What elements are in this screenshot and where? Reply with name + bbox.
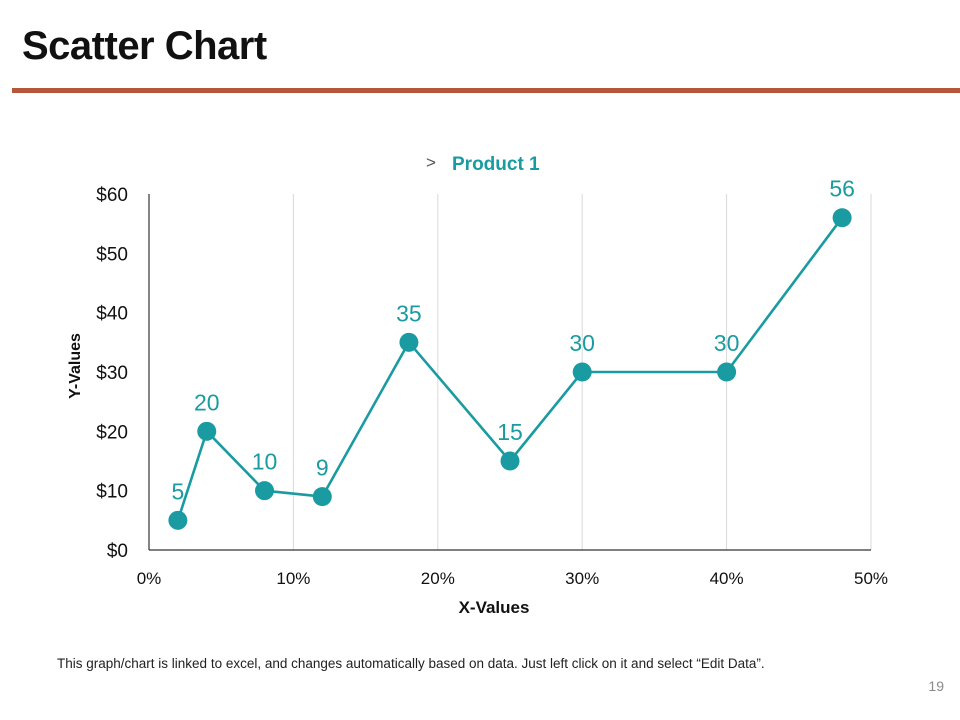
axis-titles: X-Values Y-Values xyxy=(67,333,529,617)
y-tick-label: $50 xyxy=(96,244,128,265)
data-label: 30 xyxy=(569,330,595,356)
data-point[interactable] xyxy=(832,208,852,228)
x-tick-label: 50% xyxy=(854,569,888,588)
y-axis-title: Y-Values xyxy=(67,333,84,399)
data-point[interactable] xyxy=(312,487,332,507)
data-point[interactable] xyxy=(572,362,592,382)
y-tick-label: $0 xyxy=(107,541,128,562)
series-line-layer xyxy=(176,216,844,521)
x-tick-label: 20% xyxy=(421,569,455,588)
page-number: 19 xyxy=(928,678,944,694)
x-axis-title: X-Values xyxy=(459,598,530,617)
data-label: 30 xyxy=(714,330,740,356)
y-tick-label: $30 xyxy=(96,363,128,384)
y-tick-label: $60 xyxy=(96,185,128,206)
series-line-product-1 xyxy=(176,216,844,521)
data-point[interactable] xyxy=(399,332,419,352)
data-point[interactable] xyxy=(500,451,520,471)
tick-labels: $0 $10 $20 $30 $40 $50 $60 0% 10% 20% 30% 40% 50% xyxy=(96,185,888,588)
y-tick-label: $40 xyxy=(96,304,128,325)
title-divider xyxy=(12,88,960,93)
y-tick-label: $20 xyxy=(96,422,128,443)
x-tick-label: 40% xyxy=(710,569,744,588)
data-label: 15 xyxy=(497,419,523,445)
slide-title: Scatter Chart xyxy=(22,24,267,68)
legend-label: Product 1 xyxy=(452,154,540,175)
x-tick-label: 30% xyxy=(565,569,599,588)
data-label: 9 xyxy=(316,455,329,481)
data-points xyxy=(168,208,852,530)
legend: > Product 1 xyxy=(426,153,540,175)
footnote: This graph/chart is linked to excel, and… xyxy=(57,656,765,671)
data-point[interactable] xyxy=(168,510,188,530)
data-label: 10 xyxy=(252,449,278,475)
data-point[interactable] xyxy=(255,481,275,501)
data-point[interactable] xyxy=(717,362,737,382)
data-label: 20 xyxy=(194,389,220,415)
legend-marker-icon: > xyxy=(426,153,436,172)
data-label: 5 xyxy=(171,478,184,504)
axes xyxy=(148,194,871,551)
data-point[interactable] xyxy=(197,421,217,441)
x-tick-label: 0% xyxy=(137,569,162,588)
x-tick-label: 10% xyxy=(276,569,310,588)
data-label: 35 xyxy=(396,300,422,326)
data-label: 56 xyxy=(829,176,855,202)
data-labels: 5 20 10 9 35 15 30 30 56 xyxy=(171,176,854,505)
y-tick-label: $10 xyxy=(96,482,128,503)
